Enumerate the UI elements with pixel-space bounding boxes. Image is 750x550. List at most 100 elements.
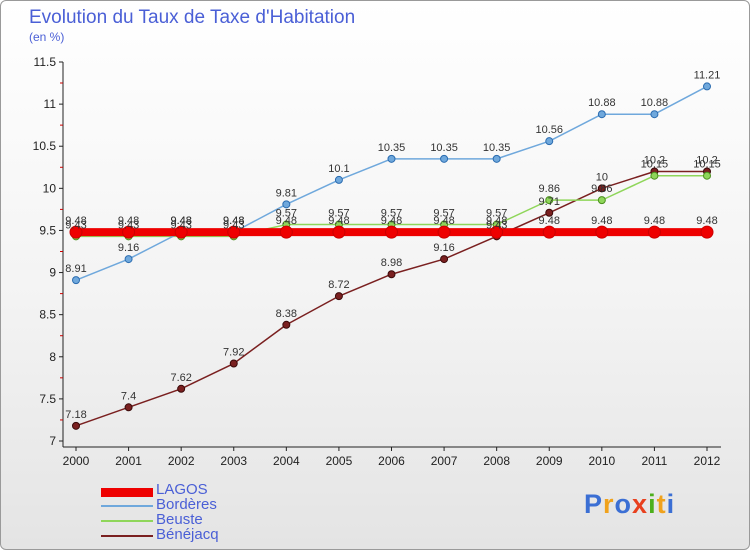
data-label-s2: 9.48 bbox=[170, 215, 191, 227]
data-label-s2: 9.81 bbox=[276, 187, 297, 199]
legend-swatch bbox=[101, 520, 153, 522]
x-tick-label: 2004 bbox=[273, 454, 300, 468]
data-point-s4 bbox=[545, 208, 554, 217]
data-point-s2 bbox=[282, 200, 291, 209]
proxiti-logo: Proxiti bbox=[584, 489, 675, 520]
data-point-s1 bbox=[174, 225, 188, 239]
data-label-s2: 10.88 bbox=[588, 97, 616, 109]
logo-letter: i bbox=[666, 489, 676, 519]
legend-label: Bénéjacq bbox=[156, 526, 219, 543]
data-label-s1: 9.48 bbox=[644, 215, 665, 227]
data-point-s1 bbox=[332, 225, 346, 239]
data-point-s4 bbox=[282, 320, 291, 329]
x-tick-label: 2007 bbox=[431, 454, 458, 468]
data-label-s4: 8.98 bbox=[381, 257, 402, 269]
data-label-s3: 10.15 bbox=[693, 159, 721, 171]
legend-swatch bbox=[101, 505, 153, 507]
x-tick-label: 2010 bbox=[588, 454, 615, 468]
logo-letter: P bbox=[584, 489, 604, 519]
data-point-s4 bbox=[124, 403, 133, 412]
data-point-s1 bbox=[227, 225, 241, 239]
data-label-s3: 9.57 bbox=[433, 208, 454, 220]
data-label-s4: 7.4 bbox=[121, 390, 136, 402]
data-point-s1 bbox=[647, 225, 661, 239]
data-label-s3: 9.43 bbox=[223, 219, 244, 231]
data-label-s4: 7.92 bbox=[223, 347, 244, 359]
chart-subtitle: (en %) bbox=[29, 30, 65, 44]
data-point-s2 bbox=[440, 154, 449, 163]
logo-letter: o bbox=[614, 489, 633, 519]
data-point-s4 bbox=[387, 270, 396, 279]
data-label-s1: 9.48 bbox=[328, 215, 349, 227]
data-label-s4: 7.18 bbox=[65, 409, 86, 421]
y-tick-label: 8 bbox=[49, 350, 56, 364]
data-label-s2: 10.88 bbox=[641, 97, 669, 109]
data-label-s4: 10.2 bbox=[696, 154, 717, 166]
data-label-s2: 10.35 bbox=[483, 142, 511, 154]
data-point-s2 bbox=[650, 110, 659, 119]
logo-letter: t bbox=[656, 489, 667, 519]
x-tick-label: 2008 bbox=[483, 454, 510, 468]
data-label-s1: 9.48 bbox=[276, 215, 297, 227]
data-point-s4 bbox=[334, 292, 343, 301]
data-point-s2 bbox=[334, 175, 343, 184]
data-point-s1 bbox=[122, 225, 136, 239]
data-label-s2: 10.35 bbox=[378, 142, 406, 154]
x-tick-label: 2000 bbox=[63, 454, 90, 468]
data-label-s2: 8.91 bbox=[65, 263, 86, 275]
data-label-s3: 9.57 bbox=[381, 208, 402, 220]
data-label-s2: 9.16 bbox=[118, 242, 139, 254]
legend-swatch bbox=[101, 488, 153, 497]
x-tick-label: 2009 bbox=[536, 454, 563, 468]
data-point-s3 bbox=[650, 171, 659, 180]
data-point-s1 bbox=[542, 225, 556, 239]
data-label-s2: 10.1 bbox=[328, 163, 349, 175]
data-point-s4 bbox=[229, 359, 238, 368]
data-point-s3 bbox=[545, 196, 554, 205]
data-point-s2 bbox=[72, 276, 80, 285]
data-label-s4: 9.16 bbox=[433, 242, 454, 254]
data-point-s3 bbox=[597, 196, 606, 205]
data-point-s2 bbox=[597, 110, 606, 119]
data-label-s3: 9.43 bbox=[170, 219, 191, 231]
data-label-s3: 9.43 bbox=[118, 219, 139, 231]
data-label-s2: 11.21 bbox=[694, 69, 721, 81]
legend-label: LAGOS bbox=[156, 481, 208, 498]
x-tick-label: 2005 bbox=[326, 454, 353, 468]
y-tick-label: 9.5 bbox=[39, 223, 56, 237]
y-tick-label: 10 bbox=[43, 181, 57, 195]
data-point-s4 bbox=[597, 184, 606, 193]
data-label-s3: 10.15 bbox=[641, 159, 669, 171]
data-point-s4 bbox=[72, 421, 80, 430]
data-point-s4 bbox=[440, 255, 449, 264]
y-tick-label: 11 bbox=[44, 97, 57, 111]
y-tick-label: 8.5 bbox=[39, 308, 56, 322]
data-point-s2 bbox=[545, 137, 554, 146]
chart-title: Evolution du Taux de Taxe d'Habitation bbox=[29, 7, 356, 28]
data-label-s4: 7.62 bbox=[170, 372, 191, 384]
data-label-s4: 9.43 bbox=[486, 219, 507, 231]
data-label-s3: 9.86 bbox=[591, 183, 612, 195]
x-tick-label: 2012 bbox=[694, 454, 721, 468]
data-label-s2: 10.56 bbox=[535, 124, 563, 136]
data-label-s1: 9.48 bbox=[696, 215, 717, 227]
data-label-s4: 10.2 bbox=[644, 154, 665, 166]
data-point-s2 bbox=[703, 82, 711, 91]
data-point-s1 bbox=[437, 225, 451, 239]
y-tick-label: 9 bbox=[49, 266, 56, 280]
y-tick-label: 10.5 bbox=[33, 139, 57, 153]
legend-label: Beuste bbox=[156, 511, 203, 528]
data-label-s1: 9.48 bbox=[170, 215, 191, 227]
x-tick-label: 2001 bbox=[115, 454, 142, 468]
legend-label: Bordères bbox=[156, 496, 217, 513]
x-tick-label: 2006 bbox=[378, 454, 405, 468]
y-tick-label: 7 bbox=[49, 434, 56, 448]
data-label-s1: 9.48 bbox=[539, 215, 560, 227]
legend-swatch bbox=[101, 535, 153, 537]
y-tick-label: 11.5 bbox=[34, 55, 57, 69]
data-label-s1: 9.48 bbox=[223, 215, 244, 227]
data-point-s1 bbox=[490, 225, 504, 239]
data-point-s1 bbox=[595, 225, 609, 239]
data-point-s1 bbox=[385, 225, 398, 239]
